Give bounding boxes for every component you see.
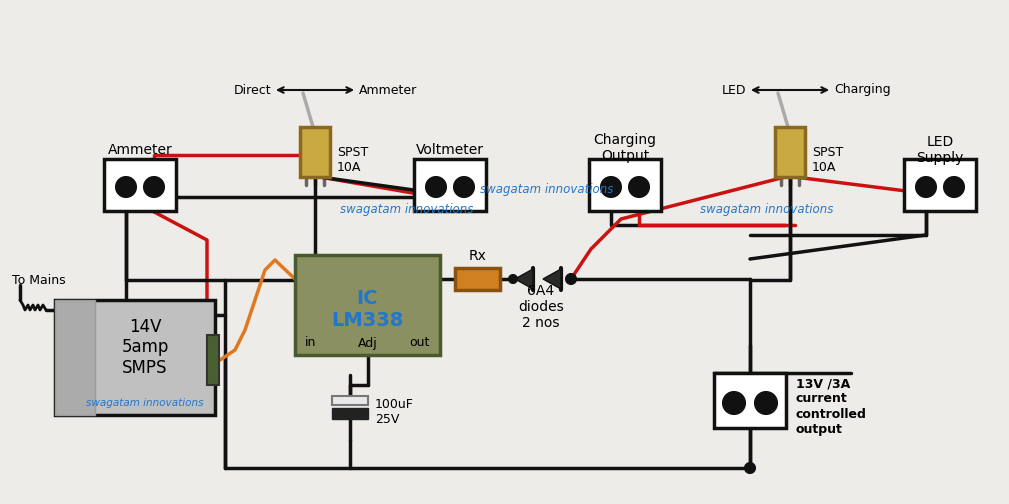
Circle shape bbox=[454, 177, 474, 197]
Polygon shape bbox=[543, 269, 561, 289]
FancyBboxPatch shape bbox=[104, 159, 176, 211]
Text: SPST
10A: SPST 10A bbox=[812, 146, 844, 174]
Circle shape bbox=[426, 177, 446, 197]
Polygon shape bbox=[515, 269, 533, 289]
Text: Charging
Output: Charging Output bbox=[593, 133, 657, 163]
Text: Voltmeter: Voltmeter bbox=[416, 143, 484, 157]
Circle shape bbox=[116, 177, 136, 197]
Circle shape bbox=[745, 463, 755, 473]
Circle shape bbox=[944, 177, 964, 197]
FancyBboxPatch shape bbox=[904, 159, 976, 211]
FancyBboxPatch shape bbox=[775, 127, 805, 177]
Text: swagatam innovations: swagatam innovations bbox=[480, 183, 613, 197]
Circle shape bbox=[566, 274, 576, 284]
Circle shape bbox=[509, 275, 517, 283]
Text: 14V
5amp
SMPS: 14V 5amp SMPS bbox=[121, 318, 169, 377]
Text: out: out bbox=[410, 337, 430, 349]
Text: Rx: Rx bbox=[468, 249, 486, 263]
Text: LED
Supply: LED Supply bbox=[916, 135, 964, 165]
Text: swagatam innovations: swagatam innovations bbox=[340, 204, 473, 217]
Text: swagatam innovations: swagatam innovations bbox=[86, 398, 204, 408]
Circle shape bbox=[601, 177, 621, 197]
Text: To Mains: To Mains bbox=[12, 274, 66, 286]
FancyBboxPatch shape bbox=[714, 372, 786, 427]
FancyBboxPatch shape bbox=[55, 300, 95, 415]
Circle shape bbox=[723, 392, 745, 414]
Text: Direct: Direct bbox=[233, 84, 271, 96]
Circle shape bbox=[629, 177, 649, 197]
Text: in: in bbox=[305, 337, 317, 349]
Text: LED: LED bbox=[721, 84, 746, 96]
Text: IC
LM338: IC LM338 bbox=[331, 289, 404, 330]
FancyBboxPatch shape bbox=[414, 159, 486, 211]
Text: 13V /3A
current
controlled
output: 13V /3A current controlled output bbox=[796, 377, 867, 435]
Text: Charging: Charging bbox=[834, 84, 891, 96]
Circle shape bbox=[916, 177, 936, 197]
Text: Ammeter: Ammeter bbox=[359, 84, 418, 96]
FancyBboxPatch shape bbox=[455, 268, 500, 290]
Text: 6A4
diodes
2 nos: 6A4 diodes 2 nos bbox=[519, 284, 564, 330]
FancyBboxPatch shape bbox=[55, 300, 215, 415]
Text: 100uF
25V: 100uF 25V bbox=[375, 398, 414, 426]
FancyBboxPatch shape bbox=[300, 127, 330, 177]
FancyBboxPatch shape bbox=[295, 255, 440, 355]
Text: Ammeter: Ammeter bbox=[108, 143, 173, 157]
Text: Adj: Adj bbox=[357, 337, 377, 349]
Text: swagatam innovations: swagatam innovations bbox=[700, 204, 833, 217]
Circle shape bbox=[755, 392, 777, 414]
FancyBboxPatch shape bbox=[207, 335, 219, 385]
FancyBboxPatch shape bbox=[332, 408, 368, 419]
Text: SPST
10A: SPST 10A bbox=[337, 146, 368, 174]
Circle shape bbox=[144, 177, 164, 197]
FancyBboxPatch shape bbox=[332, 396, 368, 405]
FancyBboxPatch shape bbox=[589, 159, 661, 211]
